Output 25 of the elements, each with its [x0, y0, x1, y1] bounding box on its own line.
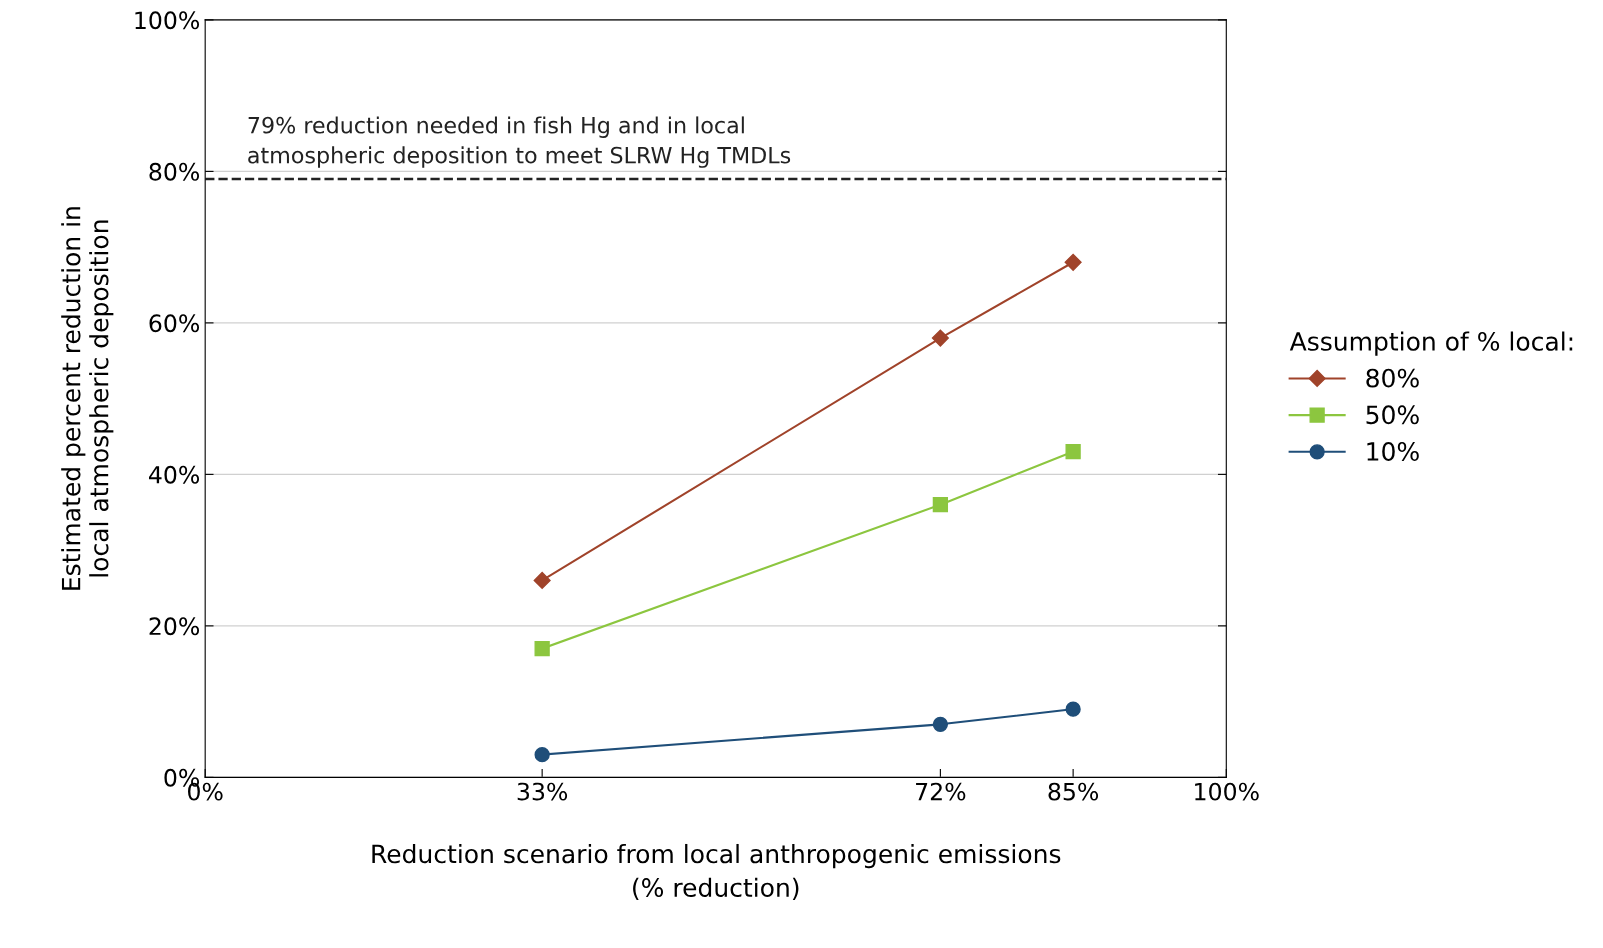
point: [534, 640, 550, 657]
y-axis-title: Estimated percent reduction in local atmospheric deposition: [61, 207, 114, 590]
x-tick-label: 33%: [517, 782, 568, 801]
legend-label: 50%: [1366, 405, 1419, 425]
point: [533, 571, 551, 589]
y-tick-label: 40%: [149, 465, 200, 484]
y-tick-label: 100%: [135, 11, 200, 30]
point: [932, 497, 949, 513]
y-tick-label: 60%: [149, 314, 200, 333]
x-tick-label: 72%: [916, 782, 966, 801]
point: [1065, 444, 1081, 460]
point: [931, 329, 949, 347]
legend-label: 10%: [1367, 442, 1419, 461]
legend-title: Assumption of % local:: [1289, 331, 1573, 356]
x-tick-label: 85%: [1048, 782, 1099, 801]
point: [1065, 701, 1081, 717]
y-tick-label: 20%: [149, 617, 200, 636]
ref-line-label: 79% reduction needed in fish Hg and in local atmospheric deposition to meet SLRW Hg TMDLs: [248, 116, 791, 168]
legend-label: 80%: [1366, 368, 1419, 388]
point: [932, 716, 949, 732]
x-tick-label: 100%: [1195, 782, 1259, 801]
x-axis-title: Reduction scenario from local anthropogenic emissions (% reduction): [372, 843, 1061, 900]
point: [1064, 253, 1082, 271]
y-tick-label: 80%: [149, 162, 200, 181]
point: [534, 746, 550, 763]
